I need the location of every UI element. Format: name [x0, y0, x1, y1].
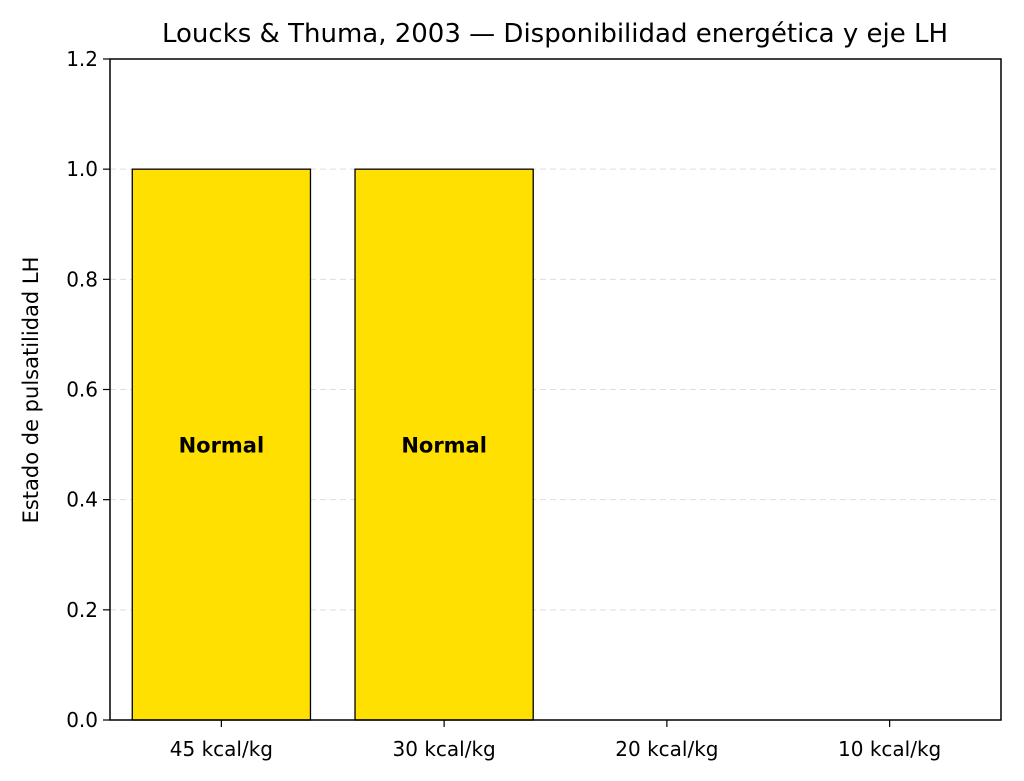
- y-axis-label: Estado de pulsatilidad LH: [19, 257, 43, 524]
- x-tick-label: 45 kcal/kg: [170, 737, 273, 761]
- x-tick-label: 30 kcal/kg: [393, 737, 496, 761]
- bar: [131, 168, 312, 721]
- bar: [354, 168, 534, 721]
- bars: [131, 168, 534, 721]
- bar-labels: Normal Normal: [179, 434, 487, 458]
- chart-title: Loucks & Thuma, 2003 — Disponibilidad en…: [162, 19, 948, 49]
- y-tick-label: 0.4: [66, 488, 98, 512]
- y-tick-label: 1.2: [66, 47, 98, 71]
- y-tick-label: 0.8: [66, 267, 98, 291]
- bar-value-label: Normal: [401, 434, 487, 458]
- x-axis-ticks: 45 kcal/kg 30 kcal/kg 20 kcal/kg 10 kcal/kg: [170, 720, 941, 761]
- x-tick-label: 20 kcal/kg: [615, 737, 718, 761]
- grid-lines: [110, 168, 1001, 611]
- y-tick-label: 1.0: [66, 157, 98, 181]
- y-tick-label: 0.2: [66, 598, 98, 622]
- x-tick-label: 10 kcal/kg: [838, 737, 941, 761]
- y-axis-ticks: 0.0 0.2 0.4 0.6 0.8 1.0 1.2: [66, 47, 110, 732]
- bar-value-label: Normal: [179, 434, 265, 458]
- y-tick-label: 0.0: [66, 708, 98, 732]
- y-tick-label: 0.6: [66, 378, 98, 402]
